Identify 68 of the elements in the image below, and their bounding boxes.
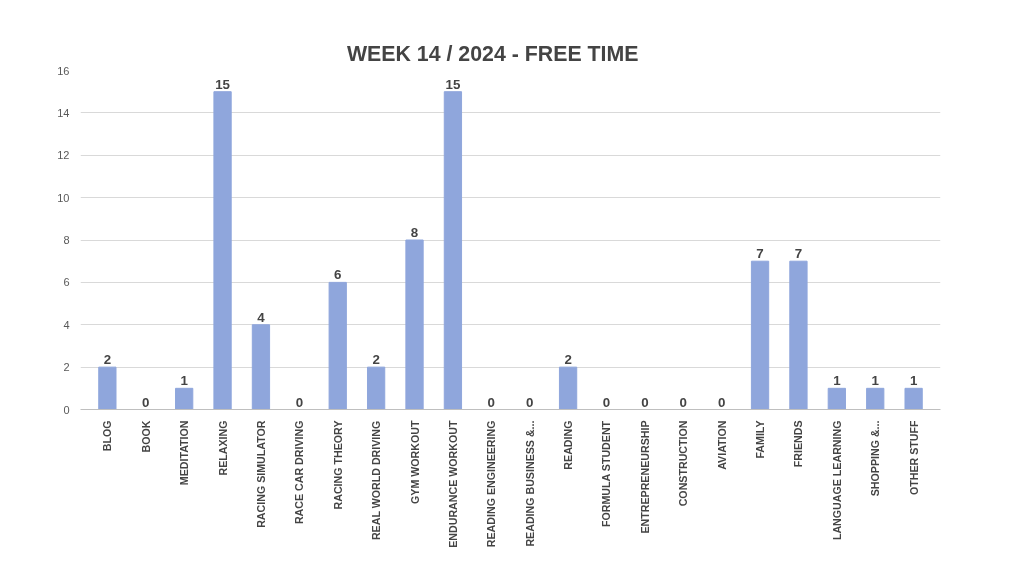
x-tick-label: LANGUAGE LEARNING <box>830 420 843 541</box>
x-tick-label: RELAXING <box>216 420 229 476</box>
y-tick-label: 6 <box>63 276 70 289</box>
x-tick-label: REAL WORLD DRIVING <box>370 420 383 541</box>
data-label: 1 <box>871 373 880 389</box>
x-tick-label: AVIATION <box>715 420 728 470</box>
x-tick-label: RACING SIMULATOR <box>254 420 267 528</box>
data-label: 0 <box>679 394 687 410</box>
data-label: 4 <box>257 309 266 325</box>
x-tick-label: READING <box>562 420 575 470</box>
bar <box>98 366 117 410</box>
x-tick-label: GYM WORKOUT <box>408 420 421 504</box>
y-tick-label: 4 <box>63 318 70 331</box>
y-tick-label: 2 <box>63 361 70 374</box>
bar <box>251 324 271 410</box>
x-tick-label: ENDURANCE WORKOUT <box>446 420 459 548</box>
x-tick-label: FORMULA STUDENT <box>600 420 613 528</box>
x-tick-label: FRIENDS <box>792 420 805 468</box>
bar <box>750 260 770 410</box>
y-tick-label: 14 <box>57 106 70 119</box>
bar <box>904 387 923 410</box>
y-tick-label: 16 <box>57 64 70 77</box>
data-label: 1 <box>833 373 842 389</box>
data-label: 0 <box>717 394 726 410</box>
data-label: 2 <box>564 352 572 368</box>
bar <box>405 239 424 410</box>
data-label: 0 <box>487 394 496 410</box>
data-label: 0 <box>602 394 611 410</box>
x-tick-label: READING BUSINESS &... <box>523 420 536 547</box>
x-tick-label: RACE CAR DRIVING <box>293 420 306 525</box>
x-tick-label: RACING THEORY <box>331 420 344 510</box>
data-label: 2 <box>372 352 380 368</box>
x-tick-label: MEDITATION <box>178 420 191 486</box>
bar <box>827 387 846 410</box>
x-tick-label: ENTREPRENEURSHIP <box>638 420 651 534</box>
y-tick-label: 12 <box>57 149 70 162</box>
y-tick-label: 10 <box>57 191 70 204</box>
data-label: 0 <box>295 394 304 410</box>
data-label: 0 <box>641 394 649 410</box>
x-tick-label: FAMILY <box>754 420 767 459</box>
bar <box>366 366 386 410</box>
x-tick-label: BOOK <box>139 420 152 453</box>
bar <box>789 260 808 410</box>
data-label: 8 <box>410 225 419 240</box>
bar <box>328 281 347 410</box>
x-tick-label: READING ENGINEERING <box>485 420 498 548</box>
data-label: 6 <box>334 267 342 283</box>
bar <box>175 387 194 410</box>
data-label: 7 <box>756 246 764 262</box>
x-tick-label: BLOG <box>101 420 114 452</box>
x-tick-label: CONSTRUCTION <box>677 420 690 507</box>
bar <box>443 91 463 410</box>
data-label: 2 <box>103 352 112 368</box>
data-label: 15 <box>445 76 461 92</box>
data-label: 7 <box>794 246 803 262</box>
data-label: 0 <box>142 394 150 410</box>
bar <box>213 91 232 410</box>
bar <box>558 366 578 410</box>
data-label: 1 <box>180 373 189 389</box>
bar <box>866 387 885 410</box>
x-tick-label: SHOPPING &... <box>869 420 882 497</box>
data-label: 15 <box>215 76 231 92</box>
chart-title: WEEK 14 / 2024 - FREE TIME <box>346 41 639 66</box>
data-label: 1 <box>909 373 918 389</box>
y-tick-label: 0 <box>63 403 70 416</box>
y-tick-label: 8 <box>63 234 70 246</box>
data-label: 0 <box>525 394 534 410</box>
x-tick-label: OTHER STUFF <box>907 420 920 496</box>
